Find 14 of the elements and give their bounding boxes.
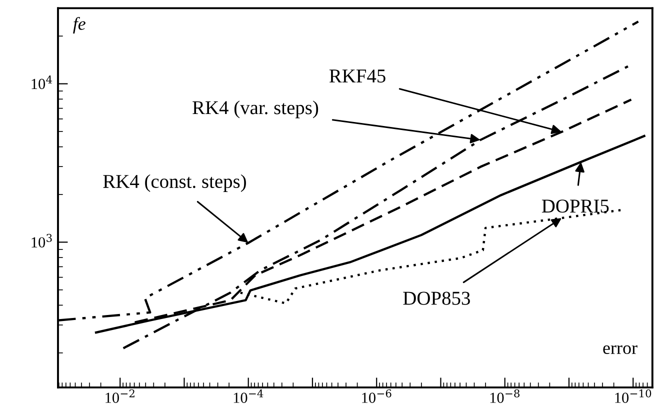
annotation: DOPRI5 (542, 200, 609, 213)
x-tick-label: 10$^{−4}$ (234, 389, 264, 403)
annotation: RK4 (var. steps) (192, 100, 318, 118)
x-tick-label: 10$^{−10}$ (615, 389, 652, 403)
annotation: DOP853 (403, 292, 470, 305)
x-tick-label: 10$^{−6}$ (362, 389, 392, 403)
x-tick-label: 10$^{−8}$ (490, 389, 520, 403)
y-axis-title: fe (73, 16, 86, 34)
y-tick-label: 10$^{3}$ (32, 234, 52, 248)
x-axis-title: error (603, 345, 638, 354)
y-tick-label: 10$^{4}$ (32, 75, 52, 90)
annotation: RK4 (const. steps) (103, 174, 246, 192)
annotation: RKF45 (329, 70, 386, 83)
x-tick-label: 10$^{−2}$ (106, 389, 134, 403)
